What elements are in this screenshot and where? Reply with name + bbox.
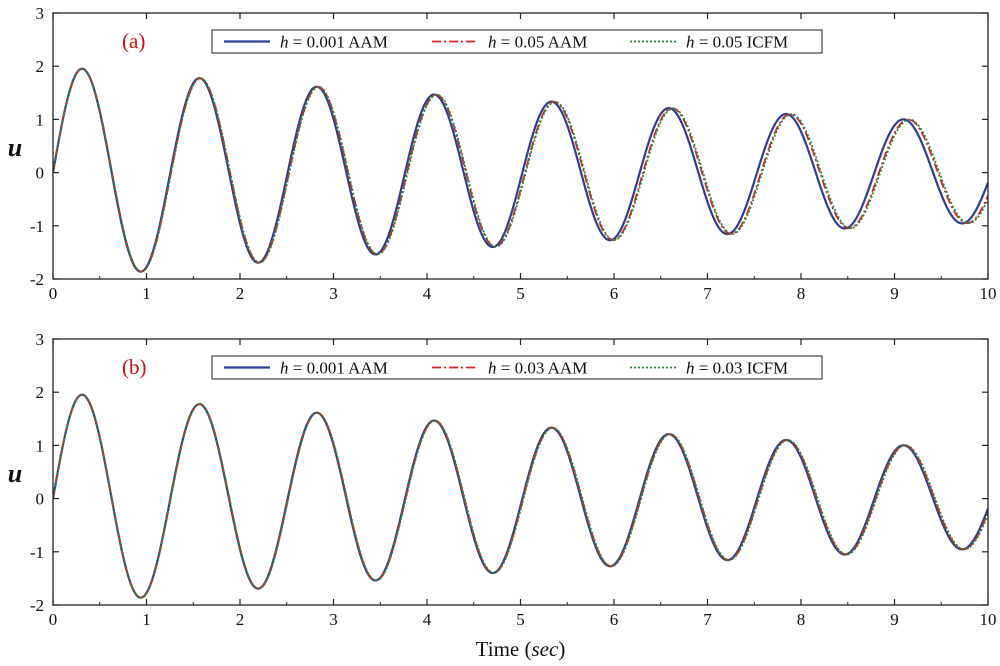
x-tick-label: 4 — [423, 284, 432, 303]
series-line-2 — [53, 393, 988, 599]
legend-box — [211, 355, 823, 380]
legend: h = 0.001 AAM h = 0.05 AAM h = 0.05 ICFM — [211, 29, 823, 54]
x-tick-label: 3 — [329, 610, 338, 629]
x-tick-label: 2 — [236, 610, 245, 629]
y-tick-label: -1 — [30, 543, 44, 562]
series-line-1 — [53, 67, 988, 273]
x-axis-label: Time (sec) — [476, 637, 566, 661]
legend-label: h = 0.001 AAM — [280, 359, 388, 378]
y-tick-label: 3 — [36, 4, 45, 23]
x-tick-label: 9 — [890, 610, 899, 629]
legend-label: h = 0.05 AAM — [488, 33, 587, 52]
series-line-3 — [53, 393, 988, 599]
x-tick-label: 10 — [980, 284, 997, 303]
y-tick-label: 1 — [36, 436, 45, 455]
x-tick-label: 2 — [236, 284, 245, 303]
legend-label: h = 0.001 AAM — [280, 33, 388, 52]
x-tick-label: 5 — [516, 284, 525, 303]
series-line-2 — [53, 67, 988, 273]
legend-label: h = 0.03 AAM — [488, 359, 587, 378]
y-tick-label: 0 — [36, 490, 45, 509]
x-tick-label: 6 — [610, 610, 619, 629]
y-tick-label: -2 — [30, 270, 44, 289]
legend-label: h = 0.05 ICFM — [686, 33, 788, 52]
x-tick-label: 0 — [49, 284, 58, 303]
y-tick-label: 2 — [36, 57, 45, 76]
y-tick-label: 3 — [36, 330, 45, 349]
x-tick-label: 4 — [423, 610, 432, 629]
y-tick-label: 0 — [36, 164, 45, 183]
x-tick-label: 8 — [797, 610, 806, 629]
x-tick-label: 0 — [49, 610, 58, 629]
legend: h = 0.001 AAM h = 0.03 AAM h = 0.03 ICFM — [211, 355, 823, 380]
legend-box — [211, 29, 823, 54]
y-tick-label: 2 — [36, 383, 45, 402]
x-tick-label: 5 — [516, 610, 525, 629]
x-tick-label: 6 — [610, 284, 619, 303]
y-tick-label: -2 — [30, 596, 44, 615]
y-axis-label: u — [8, 459, 22, 488]
x-tick-label: 8 — [797, 284, 806, 303]
x-tick-label: 1 — [142, 610, 151, 629]
x-tick-label: 10 — [980, 610, 997, 629]
x-tick-label: 9 — [890, 284, 899, 303]
y-tick-label: -1 — [30, 217, 44, 236]
y-tick-label: 1 — [36, 110, 45, 129]
x-tick-label: 7 — [703, 284, 712, 303]
panel-label: (b) — [122, 355, 147, 379]
x-tick-label: 3 — [329, 284, 338, 303]
x-tick-label: 1 — [142, 284, 151, 303]
panel-label: (a) — [122, 29, 145, 53]
x-tick-label: 7 — [703, 610, 712, 629]
y-axis-label: u — [8, 133, 22, 162]
series-line-3 — [53, 67, 988, 273]
legend-label: h = 0.03 ICFM — [686, 359, 788, 378]
series-line-1 — [53, 393, 988, 599]
